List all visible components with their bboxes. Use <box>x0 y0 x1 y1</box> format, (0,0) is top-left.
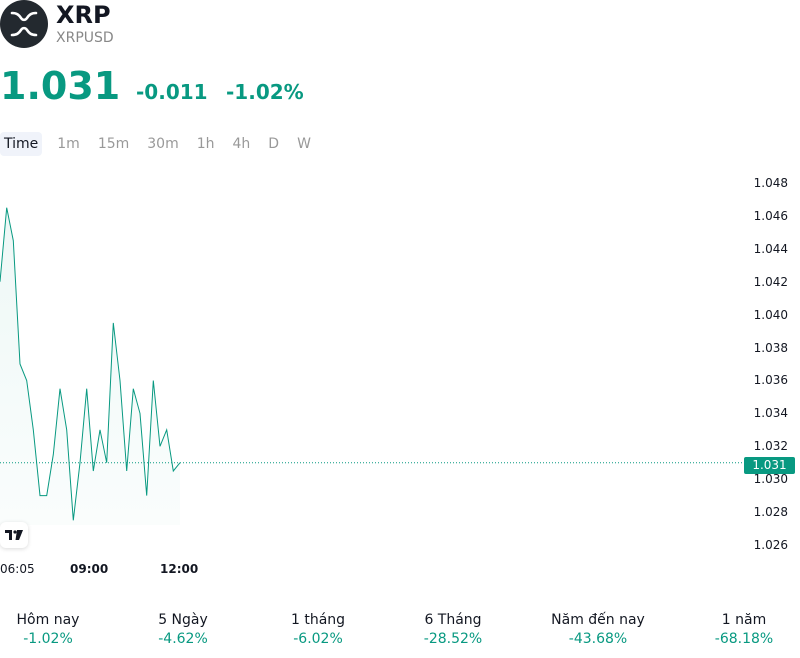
perf-value: -1.02% <box>23 631 73 647</box>
perf-value: -28.52% <box>423 631 483 647</box>
tab-30m[interactable]: 30m <box>147 136 179 152</box>
tab-4h[interactable]: 4h <box>232 136 251 152</box>
perf-label: 6 Tháng <box>424 612 482 628</box>
tab-w[interactable]: W <box>297 136 311 152</box>
y-axis-label: 1.034 <box>753 406 788 421</box>
x-axis-label: 09:00 <box>70 562 109 576</box>
tab-15m[interactable]: 15m <box>97 136 130 152</box>
perf-value: -43.68% <box>568 631 628 647</box>
current-price-tag: 1.031 <box>744 457 795 474</box>
xrp-logo-icon <box>0 0 48 48</box>
tab-d[interactable]: D <box>268 136 280 152</box>
price-change: -0.011 <box>136 80 208 104</box>
tab-time[interactable]: Time <box>0 132 43 156</box>
y-axis-label: 1.026 <box>753 538 788 552</box>
tradingview-logo-icon[interactable] <box>0 522 28 548</box>
perf-6-months[interactable]: 6 Tháng -28.52% <box>388 612 518 648</box>
last-price: 1.031 <box>0 64 121 108</box>
y-axis-label: 1.042 <box>753 274 788 289</box>
perf-1-month[interactable]: 1 tháng -6.02% <box>253 612 383 648</box>
y-axis-label: 1.038 <box>753 340 788 355</box>
perf-label: 1 tháng <box>290 612 346 628</box>
perf-value: -68.18% <box>714 631 774 647</box>
perf-label: Hôm nay <box>16 612 80 628</box>
perf-value: -4.62% <box>158 631 208 647</box>
perf-label: Năm đến nay <box>551 612 645 628</box>
tab-1m[interactable]: 1m <box>57 136 80 152</box>
symbol-title: XRP <box>56 1 111 29</box>
price-area-fill <box>0 207 180 525</box>
y-axis-label: 1.040 <box>753 307 788 322</box>
perf-value: -6.02% <box>293 631 343 647</box>
perf-5-days[interactable]: 5 Ngày -4.62% <box>118 612 248 648</box>
y-axis-label: 1.044 <box>753 241 788 256</box>
x-axis-label: 12:00 <box>160 562 199 576</box>
tab-1h[interactable]: 1h <box>196 136 215 152</box>
price-chart[interactable] <box>0 170 800 570</box>
y-axis-label: 1.030 <box>753 472 788 487</box>
perf-1-year[interactable]: 1 năm -68.18% <box>679 612 800 648</box>
perf-label: 1 năm <box>721 612 767 628</box>
price-series-line <box>0 207 181 521</box>
price-change-percent: -1.02% <box>226 80 304 104</box>
y-axis-label: 1.028 <box>753 505 788 520</box>
y-axis-label: 1.048 <box>753 176 788 190</box>
y-axis-label: 1.032 <box>753 439 788 454</box>
y-axis-label: 1.036 <box>753 373 788 388</box>
perf-ytd[interactable]: Năm đến nay -43.68% <box>533 612 663 648</box>
ticker-label: XRPUSD <box>56 30 114 46</box>
y-axis-label: 1.046 <box>753 208 788 223</box>
perf-label: 5 Ngày <box>158 612 208 628</box>
x-axis-label: 06:05 <box>0 562 35 576</box>
timeframe-tabs: Time 1m 15m 30m 1h 4h D W <box>0 132 320 156</box>
perf-today[interactable]: Hôm nay -1.02% <box>0 612 113 648</box>
